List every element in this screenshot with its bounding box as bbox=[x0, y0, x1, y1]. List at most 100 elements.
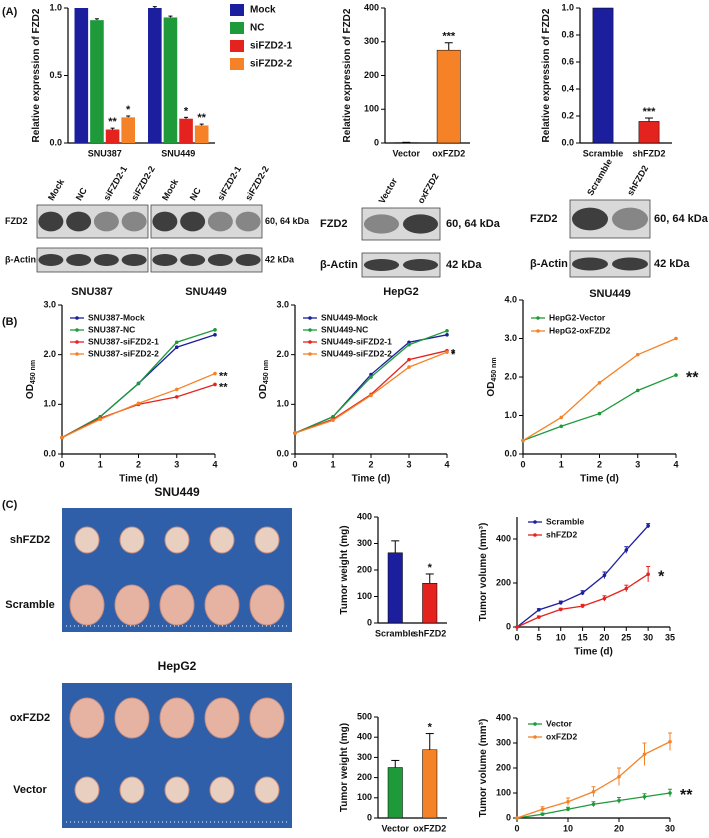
marker bbox=[445, 329, 449, 333]
y-tick-label: 0.0 bbox=[561, 137, 574, 147]
x-tick-label: 5 bbox=[536, 632, 541, 642]
y-axis-label: Tumor weight (mg) bbox=[339, 525, 350, 614]
legend-marker bbox=[75, 328, 79, 332]
y-tick-label: 100 bbox=[496, 787, 511, 797]
y-tick-label: 0.0 bbox=[276, 448, 289, 458]
y-tick-label: 1.0 bbox=[49, 2, 62, 12]
x-tick-label: 10 bbox=[556, 632, 566, 642]
x-tick-label: shFZD2 bbox=[413, 628, 446, 638]
panel-label: (A) bbox=[2, 6, 18, 18]
tumor bbox=[69, 584, 105, 626]
legend-swatch bbox=[230, 40, 244, 52]
marker bbox=[537, 615, 541, 619]
y-tick-label: 2.0 bbox=[43, 349, 56, 359]
marker bbox=[445, 350, 449, 354]
legend-label: siFZD2-2 bbox=[250, 59, 293, 70]
x-tick-label: 2 bbox=[136, 459, 141, 469]
legend-label: HepG2-Vector bbox=[549, 312, 606, 322]
x-tick-label: 30 bbox=[665, 823, 675, 833]
legend-swatch bbox=[230, 4, 244, 16]
y-axis-label: Tumor volume (mm³) bbox=[478, 719, 489, 818]
blot-row-label: β-Actin bbox=[5, 254, 36, 264]
blot-band bbox=[38, 254, 64, 266]
marker bbox=[537, 608, 541, 612]
blot-band bbox=[612, 207, 648, 231]
tumor bbox=[114, 584, 150, 626]
y-axis-label: Tumor volume (mm³) bbox=[478, 523, 489, 622]
legend-marker bbox=[308, 316, 312, 320]
bar bbox=[121, 117, 135, 143]
y-tick-label: 0.5 bbox=[49, 70, 62, 80]
x-tick-label: 3 bbox=[635, 459, 640, 469]
marker bbox=[602, 573, 607, 578]
tumor bbox=[249, 697, 285, 739]
x-tick-label: oxFZD2 bbox=[432, 148, 465, 158]
lane-label: Mock bbox=[160, 176, 181, 202]
x-tick-label: 20 bbox=[614, 823, 624, 833]
lane-label: Mock bbox=[46, 176, 67, 202]
x-tick-label: 3 bbox=[406, 459, 411, 469]
marker bbox=[668, 739, 672, 744]
x-tick-label: 35 bbox=[665, 632, 675, 642]
marker bbox=[515, 625, 519, 629]
x-tick-label: Scramble bbox=[375, 628, 416, 638]
y-tick-label: 1.0 bbox=[561, 2, 574, 12]
lane-label: siFZD2-2 bbox=[129, 164, 157, 202]
bar bbox=[638, 121, 660, 144]
x-tick-label: 4 bbox=[212, 459, 217, 469]
legend-marker bbox=[536, 316, 540, 320]
x-tick-label: Scramble bbox=[583, 148, 624, 158]
marker bbox=[407, 340, 411, 345]
x-tick-label: Vector bbox=[381, 823, 409, 833]
marker bbox=[174, 395, 179, 399]
y-axis-label: Tumor weight (mg) bbox=[339, 723, 350, 812]
marker bbox=[407, 357, 411, 362]
x-tick-label: 1 bbox=[330, 459, 335, 469]
tumor bbox=[249, 584, 285, 626]
marker bbox=[558, 601, 563, 605]
bar bbox=[179, 118, 193, 143]
marker bbox=[674, 373, 678, 377]
x-tick-label: 15 bbox=[578, 632, 588, 642]
tumor bbox=[74, 526, 100, 554]
cell-line-label: SNU449 bbox=[589, 288, 631, 300]
x-tick-label: SNU387 bbox=[88, 148, 122, 158]
lane-label: NC bbox=[188, 185, 203, 202]
y-tick-label: 3.0 bbox=[276, 299, 289, 309]
blot-row-label: FZD2 bbox=[320, 218, 348, 230]
y-axis-label: OD450 nm bbox=[25, 360, 38, 399]
marker bbox=[668, 791, 672, 795]
marker bbox=[213, 333, 217, 337]
y-tick-label: 200 bbox=[496, 762, 511, 772]
y-axis-label-main: OD bbox=[486, 382, 497, 397]
y-tick-label: 400 bbox=[496, 712, 511, 722]
blot-row-label: β-Actin bbox=[530, 258, 568, 270]
marker bbox=[293, 431, 297, 435]
significance: ** bbox=[219, 370, 228, 382]
bar bbox=[148, 8, 162, 143]
y-axis-label-main: Tumor weight (mg) bbox=[339, 525, 350, 614]
y-tick-label: 0.4 bbox=[561, 83, 574, 93]
y-axis-label-main: Tumor volume (mm³) bbox=[478, 719, 489, 818]
y-tick-label: 300 bbox=[364, 36, 379, 46]
lane-label: Vector bbox=[377, 176, 400, 205]
marker bbox=[369, 375, 373, 379]
legend-marker bbox=[75, 340, 79, 344]
legend-label: SNU449-siFZD2-2 bbox=[321, 348, 392, 358]
tumor bbox=[209, 526, 235, 554]
x-axis-label: Time (d) bbox=[580, 474, 619, 485]
y-axis-label: Relative expression of FZD2 bbox=[31, 8, 42, 142]
y-axis-label: Relative expression of FZD2 bbox=[342, 8, 353, 142]
x-tick-label: 25 bbox=[621, 632, 631, 642]
x-tick-label: 20 bbox=[599, 632, 609, 642]
blot-band bbox=[363, 214, 400, 234]
legend-marker bbox=[533, 722, 537, 726]
significance: * bbox=[184, 105, 189, 117]
line bbox=[61, 383, 216, 439]
photo-row-label: Scramble bbox=[5, 599, 55, 611]
y-tick-label: 400 bbox=[496, 533, 511, 543]
x-tick-label: 0 bbox=[520, 459, 525, 469]
y-tick-label: 4.0 bbox=[504, 294, 517, 304]
x-axis-label: Time (d) bbox=[119, 474, 158, 485]
